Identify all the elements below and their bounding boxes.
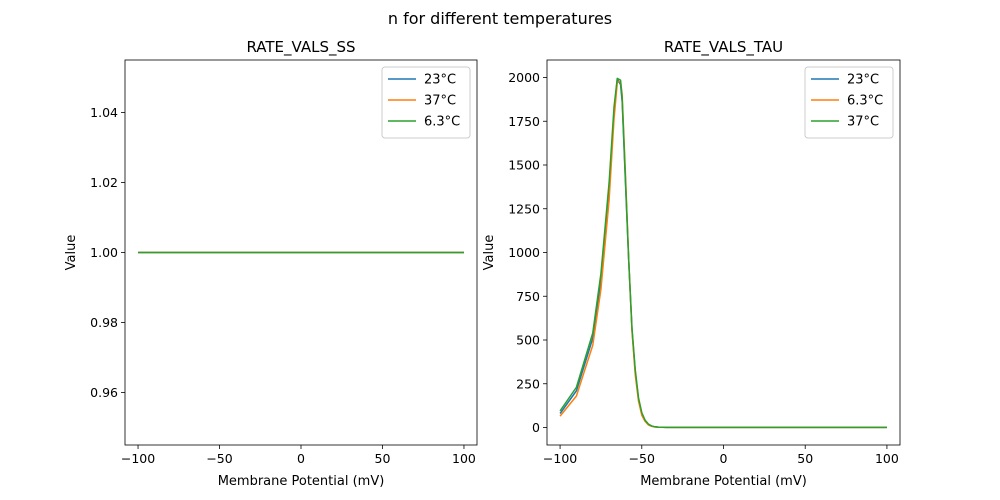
legend-label: 37°C bbox=[847, 115, 879, 130]
x-axis-label: Membrane Potential (mV) bbox=[640, 474, 807, 489]
y-tick-label: 0.98 bbox=[90, 315, 118, 330]
legend-label: 6.3°C bbox=[847, 94, 883, 109]
subplot-rate-vals-ss: RATE_VALS_SS −100 −50 0 50 100 0.96 0.98 1.00 1.0… bbox=[64, 38, 478, 489]
y-tick-label: 1.04 bbox=[90, 105, 118, 120]
legend-label: 37°C bbox=[424, 94, 456, 109]
x-tick-label: 0 bbox=[720, 451, 728, 466]
x-tick-label: 50 bbox=[797, 451, 813, 466]
y-tick-label: 0.96 bbox=[90, 385, 118, 400]
figure-suptitle: n for different temperatures bbox=[388, 9, 612, 28]
axes-frame bbox=[546, 59, 901, 446]
y-tick-label: 750 bbox=[516, 289, 540, 304]
axes-frame bbox=[124, 59, 478, 446]
legend-label: 23°C bbox=[424, 73, 456, 88]
x-tick-label: −50 bbox=[206, 451, 232, 466]
x-tick-label: −100 bbox=[121, 451, 155, 466]
y-tick-label: 0 bbox=[532, 420, 540, 435]
y-axis-label: Value bbox=[482, 235, 497, 271]
y-tick-label: 2000 bbox=[508, 70, 540, 85]
legend-label: 6.3°C bbox=[424, 115, 460, 130]
y-tick-label: 1250 bbox=[508, 201, 540, 216]
x-tick-label: 50 bbox=[375, 451, 391, 466]
y-tick-label: 1.02 bbox=[90, 175, 118, 190]
x-tick-label: 0 bbox=[297, 451, 305, 466]
series-line-3 bbox=[559, 77, 887, 429]
y-tick-label: 500 bbox=[516, 333, 540, 348]
axes-title: RATE_VALS_SS bbox=[246, 38, 355, 57]
subplot-rate-vals-tau: RATE_VALS_TAU−100 −50 0 50 10002505007501000… bbox=[482, 38, 901, 489]
x-tick-label: 100 bbox=[452, 451, 476, 466]
legend-label: 23°C bbox=[847, 73, 879, 88]
x-tick-label: −100 bbox=[543, 451, 577, 466]
x-axis-label: Membrane Potential (mV) bbox=[218, 474, 385, 489]
y-tick-label: 1500 bbox=[508, 158, 540, 173]
axes-title: RATE_VALS_TAU bbox=[664, 38, 783, 57]
y-axis-label: Value bbox=[64, 235, 79, 271]
series-lines bbox=[559, 77, 887, 429]
y-tick-label: 1.00 bbox=[90, 245, 118, 260]
y-tick-label: 250 bbox=[516, 376, 540, 391]
y-tick-label: 1750 bbox=[508, 114, 540, 129]
x-tick-label: 100 bbox=[875, 451, 899, 466]
y-tick-label: 1000 bbox=[508, 245, 540, 260]
x-tick-label: −50 bbox=[629, 451, 655, 466]
